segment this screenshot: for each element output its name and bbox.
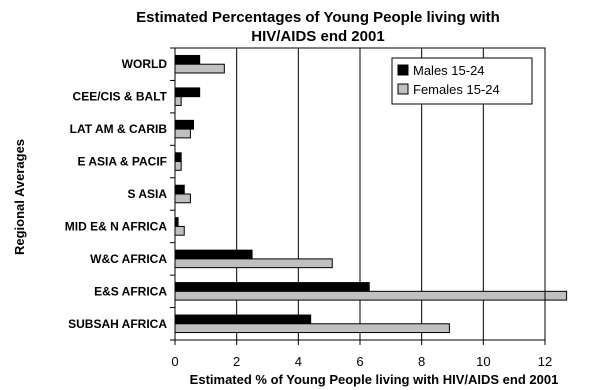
bar-males — [174, 282, 370, 292]
category-label: SUBSAH AFRICA — [68, 317, 167, 331]
plot-border — [174, 47, 546, 341]
legend-box — [391, 57, 533, 105]
bar-females — [174, 63, 225, 74]
x-tick-label: 12 — [538, 354, 552, 369]
category-label: E&S AFRICA — [94, 284, 167, 298]
legend-swatch — [397, 64, 409, 76]
bar-males — [174, 119, 194, 130]
category-label: E ASIA & PACIF — [77, 155, 167, 169]
bar-females — [174, 193, 191, 204]
bar-females — [174, 96, 182, 106]
x-tick-label: 8 — [418, 354, 425, 369]
x-axis-title: Estimated % of Young People living with … — [190, 372, 559, 387]
y-axis-title: Regional Averages — [12, 139, 27, 255]
legend-label: Females 15-24 — [413, 82, 500, 97]
legend-label: Males 15-24 — [413, 63, 485, 78]
chart-title-line-1: Estimated Percentages of Young People li… — [136, 9, 500, 26]
category-label: S ASIA — [127, 187, 167, 201]
bar-females — [174, 128, 191, 139]
plot-area: 0 2 4 6 8 10 12 WORLD CEE/CIS & BALT LAT AM & CAR… — [65, 47, 568, 369]
bar-males — [174, 249, 253, 260]
bar-males — [174, 152, 182, 163]
bar-females — [174, 323, 450, 334]
x-tick-label: 10 — [476, 354, 490, 369]
x-tick-label: 4 — [295, 354, 302, 369]
category-label: CEE/CIS & BALT — [73, 90, 168, 104]
bar-males — [174, 184, 185, 195]
category-label: W&C AFRICA — [90, 252, 167, 266]
bar-females — [174, 161, 182, 171]
bar-males — [174, 314, 312, 325]
chart-title-line-2: HIV/AIDS end 2001 — [251, 28, 384, 45]
legend-swatch — [397, 83, 409, 95]
category-label: MID E& N AFRICA — [65, 219, 168, 233]
x-tick-label: 6 — [356, 354, 363, 369]
bar-males — [174, 87, 201, 98]
bar-females — [174, 225, 185, 236]
x-tick-label: 0 — [171, 354, 178, 369]
bar-females — [174, 290, 568, 301]
category-label: LAT AM & CARIB — [70, 122, 168, 136]
category-label: WORLD — [122, 57, 168, 71]
bar-females — [174, 258, 333, 269]
bar-males — [174, 54, 201, 65]
x-tick-label: 2 — [233, 354, 240, 369]
